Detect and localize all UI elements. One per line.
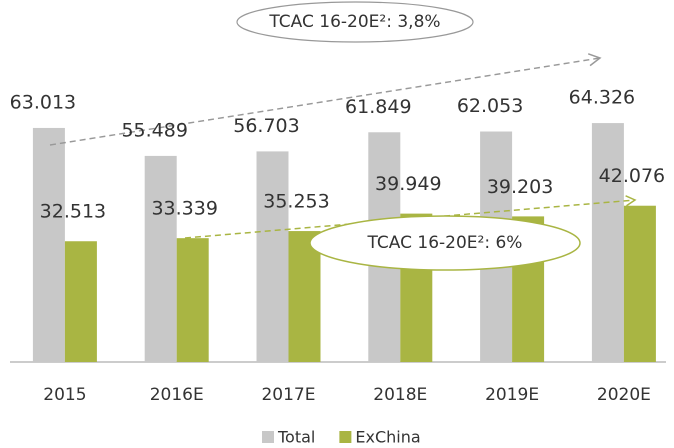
value-label: 32.513 xyxy=(40,201,106,223)
value-label: 63.013 xyxy=(10,91,76,113)
annotation-bubble xyxy=(236,1,474,43)
bar xyxy=(64,241,97,362)
trend-arrow xyxy=(49,53,602,146)
bar xyxy=(32,127,65,362)
x-tick-label: 2018E xyxy=(373,385,427,405)
x-tick-label: 2019E xyxy=(485,385,539,405)
value-label: 61.849 xyxy=(345,96,411,118)
value-label: 55.489 xyxy=(121,119,187,141)
bar xyxy=(623,205,656,362)
value-label: 62.053 xyxy=(457,95,523,117)
x-tick-label: 2016E xyxy=(150,385,204,405)
x-tick-label: 2017E xyxy=(261,385,315,405)
annotation: TCAC 16-20E²: 3,8% xyxy=(268,12,440,32)
legend-label: ExChina xyxy=(355,428,420,447)
x-tick-label: 2015 xyxy=(43,385,86,405)
value-label: 64.326 xyxy=(569,87,635,109)
value-label: 35.253 xyxy=(263,191,329,213)
bar xyxy=(591,123,624,362)
legend-swatch xyxy=(339,431,352,443)
bars xyxy=(10,123,666,363)
value-label: 56.703 xyxy=(233,115,299,137)
bar xyxy=(144,155,177,362)
value-label: 33.339 xyxy=(151,198,217,220)
value-label: 39.949 xyxy=(375,173,441,195)
annotation: TCAC 16-20E²: 6% xyxy=(367,233,523,253)
annotation-bubble xyxy=(309,215,581,271)
value-label: 39.203 xyxy=(487,176,553,198)
x-tick-label: 2020E xyxy=(597,385,651,405)
legend-label: Total xyxy=(277,428,315,447)
value-label: 42.076 xyxy=(599,165,665,187)
bar xyxy=(256,151,289,362)
bar xyxy=(176,238,209,362)
bar xyxy=(288,231,321,362)
legend-swatch xyxy=(262,431,274,443)
